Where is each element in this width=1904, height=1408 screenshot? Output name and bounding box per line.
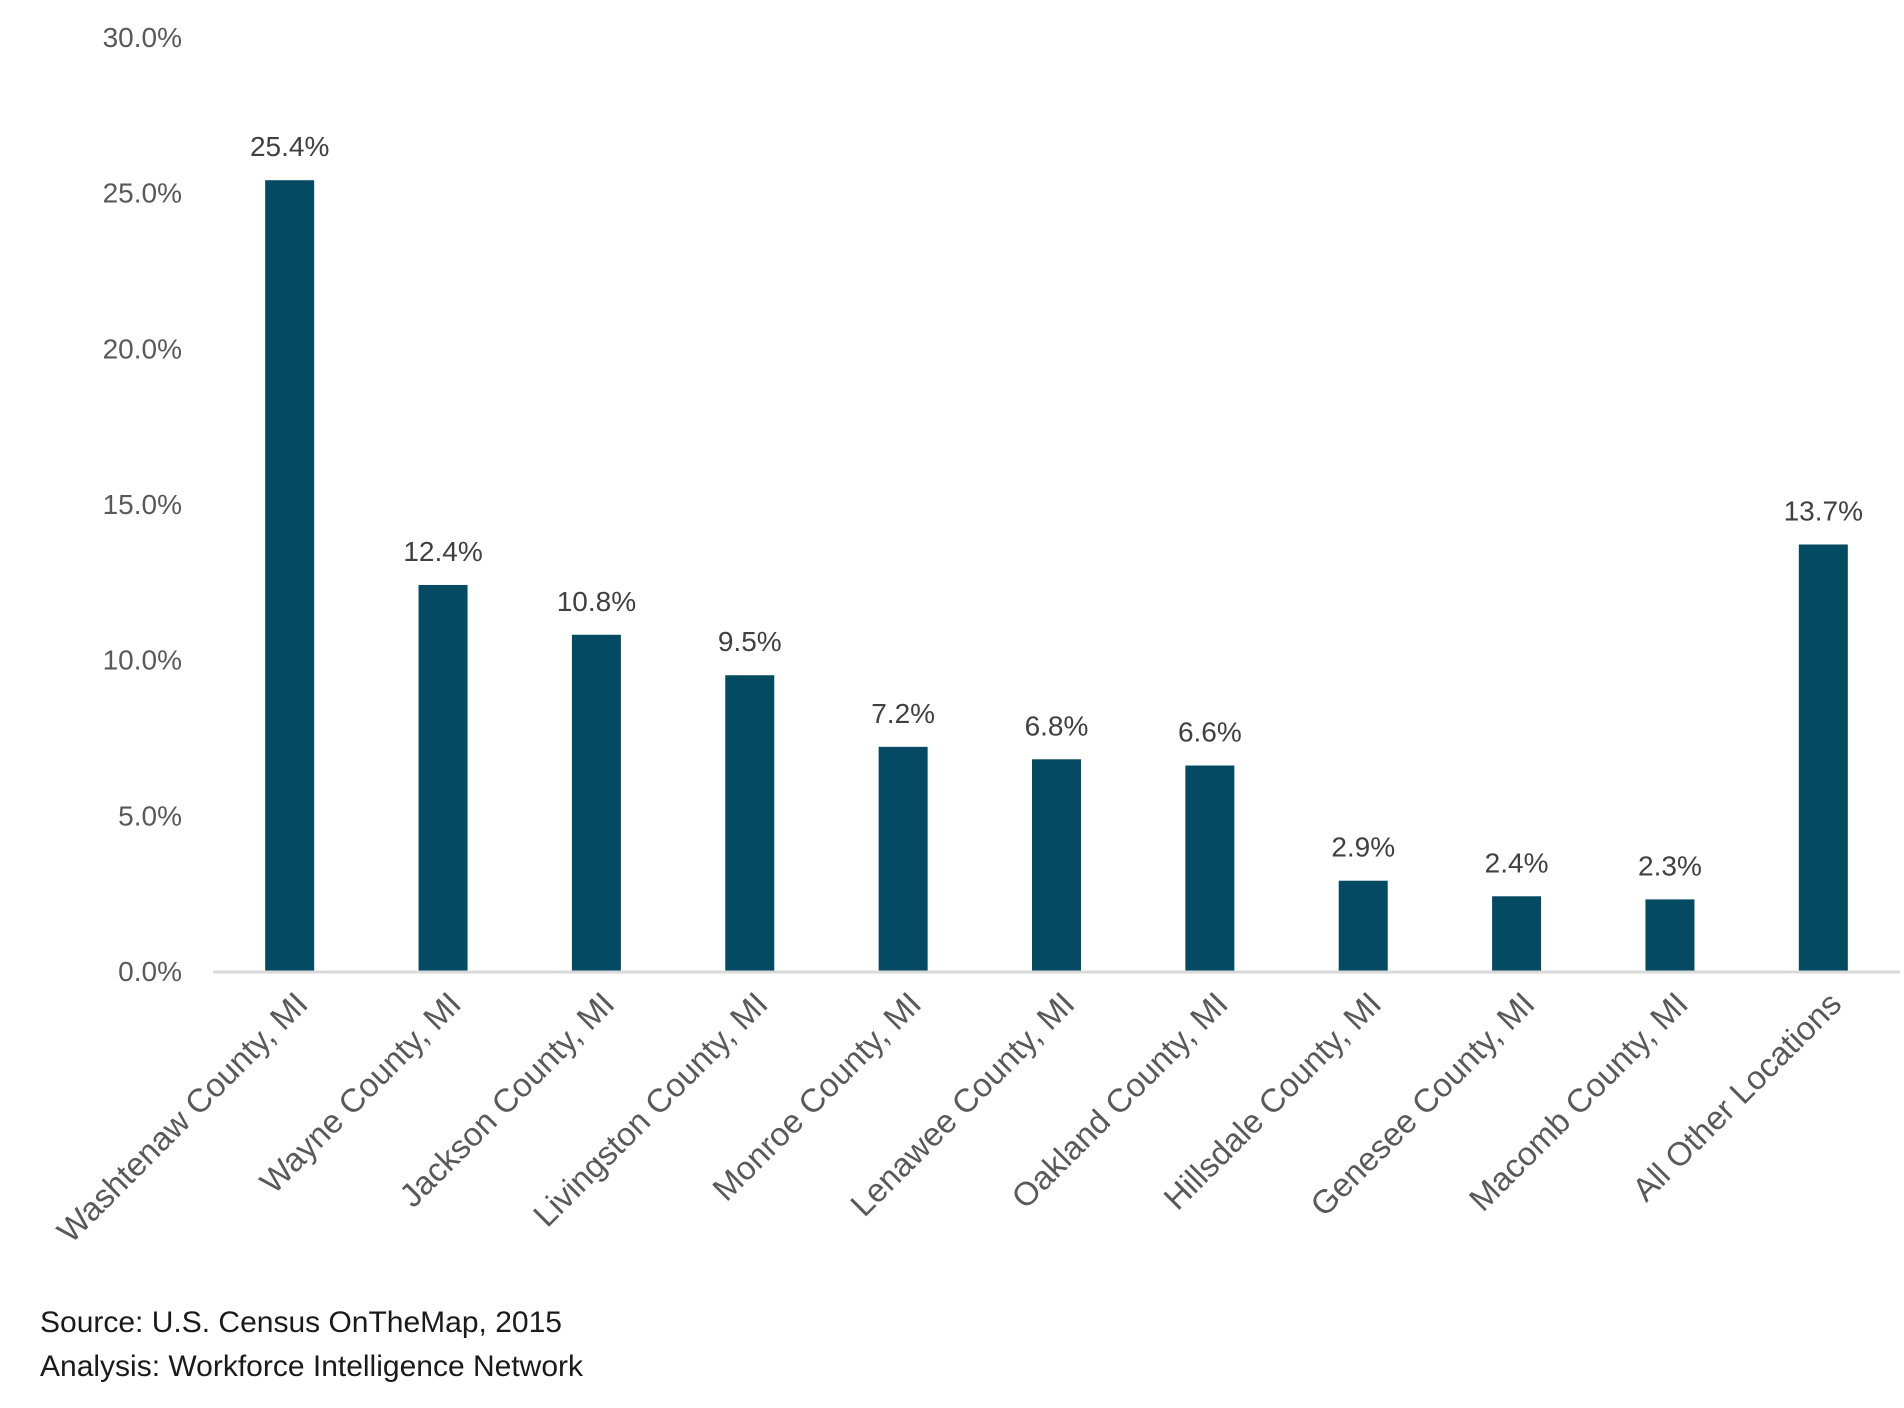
bar [725,675,775,971]
data-label: 2.3% [1638,850,1702,881]
y-axis-ticks: 0.0% 5.0% 10.0% 15.0% 20.0% 25.0% 30.0% [103,22,182,987]
analysis-note: Analysis: Workforce Intelligence Network [40,1350,583,1383]
data-label: 25.4% [250,131,329,162]
bar [265,180,315,972]
bar [1645,899,1695,971]
bar [1032,759,1081,971]
bar [418,584,468,971]
data-label: 6.6% [1178,717,1242,748]
bar [878,746,928,971]
data-label: 2.4% [1485,847,1549,878]
y-tick-label: 5.0% [118,800,182,831]
source-note: Source: U.S. Census OnTheMap, 2015 [40,1306,562,1339]
data-label: 2.9% [1331,832,1395,863]
y-tick-label: 20.0% [103,333,182,364]
y-tick-label: 30.0% [103,22,182,53]
data-label: 7.2% [871,698,935,729]
data-label: 9.5% [718,626,782,657]
bar [1185,765,1235,971]
y-tick-label: 10.0% [103,645,182,676]
bar [1338,880,1388,971]
bar [1492,896,1542,971]
data-labels: 25.4% 12.4% 10.8% 9.5% 7.2% 6.8% 6.6% 2.9% 2.4% 2… [250,131,1863,881]
y-tick-label: 0.0% [118,956,182,987]
data-label: 6.8% [1025,710,1089,741]
category-label: Washtenaw County, MI [50,985,315,1250]
bar [1798,544,1848,971]
data-label: 12.4% [403,536,482,567]
data-label: 13.7% [1784,495,1863,526]
bar [571,634,621,971]
y-tick-label: 25.0% [103,178,182,209]
data-label: 10.8% [557,586,636,617]
y-tick-label: 15.0% [103,489,182,520]
bars [265,180,1848,972]
